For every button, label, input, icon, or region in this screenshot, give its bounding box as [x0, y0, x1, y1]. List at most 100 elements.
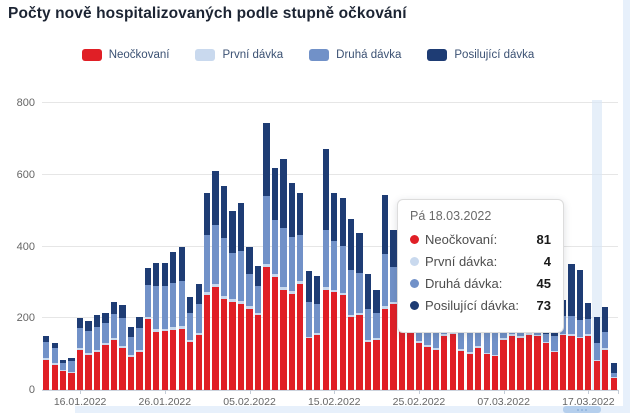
stacked-bar-16.01.2022[interactable]	[76, 318, 84, 390]
bar-segment	[263, 195, 270, 264]
stacked-bar-31.01.2022[interactable]	[204, 193, 211, 390]
bar-segment	[364, 273, 372, 310]
bar-segment	[356, 315, 363, 390]
bar-segment	[110, 338, 118, 340]
stacked-bar-15.03.2022[interactable]	[568, 264, 575, 390]
stacked-bar-13.02.2022[interactable]	[314, 275, 321, 390]
stacked-bar-30.01.2022[interactable]	[195, 283, 202, 390]
stacked-bar-22.01.2022[interactable]	[127, 326, 135, 390]
x-axis-tick-label: 07.03.2022	[477, 396, 530, 408]
stacked-bar-16.02.2022[interactable]	[339, 197, 346, 390]
bar-segment	[390, 301, 397, 304]
stacked-bar-11.02.2022[interactable]	[297, 192, 304, 390]
stacked-bar-18.02.2022[interactable]	[356, 232, 363, 390]
stacked-bar-12.03.2022[interactable]	[542, 328, 550, 390]
legend-item-neockovani[interactable]: Neočkovaní	[81, 49, 169, 61]
bar-segment	[568, 316, 575, 335]
bar-segment	[76, 348, 84, 350]
stacked-bar-03.02.2022[interactable]	[229, 210, 236, 390]
bar-segment	[348, 219, 355, 270]
stacked-bar-15.02.2022[interactable]	[331, 192, 338, 390]
bar-segment	[153, 331, 160, 390]
bar-segment	[280, 227, 287, 287]
legend-label: Druhá dávka	[336, 49, 402, 61]
stacked-bar-16.03.2022[interactable]	[576, 269, 584, 390]
stacked-bar-27.01.2022[interactable]	[170, 252, 177, 390]
stacked-bar-10.02.2022[interactable]	[288, 183, 296, 390]
tooltip-row-label: Posilující dávka:	[425, 297, 519, 313]
stacked-bar-12.01.2022[interactable]	[43, 336, 50, 390]
vertical-scrollbar[interactable]	[623, 0, 630, 413]
legend-item-druha-davka[interactable]: Druhá dávka	[309, 49, 401, 61]
stacked-bar-26.01.2022[interactable]	[161, 262, 168, 390]
stacked-bar-17.03.2022[interactable]	[585, 303, 592, 390]
stacked-bar-19.03.2022[interactable]	[602, 306, 609, 390]
bar-segment	[475, 348, 482, 390]
stacked-bar-05.02.2022[interactable]	[246, 247, 253, 390]
stacked-bar-17.01.2022[interactable]	[85, 321, 92, 390]
bar-segment	[381, 194, 389, 255]
stacked-bar-20.01.2022[interactable]	[110, 301, 118, 390]
stacked-bar-18.01.2022[interactable]	[93, 315, 101, 390]
bar-segment	[127, 356, 135, 390]
y-axis-tick-label: 400	[16, 240, 35, 253]
stacked-bar-14.02.2022[interactable]	[322, 148, 329, 390]
gridline-y-200	[42, 317, 618, 319]
legend-item-posilujici-davka[interactable]: Posilující dávka	[427, 49, 534, 61]
bar-segment	[271, 167, 279, 221]
stacked-bar-20.03.2022[interactable]	[610, 363, 617, 390]
stacked-bar-22.02.2022[interactable]	[390, 230, 397, 390]
stacked-bar-06.02.2022[interactable]	[254, 265, 262, 390]
stacked-bar-25.01.2022[interactable]	[153, 263, 160, 390]
legend-item-prvni-davka[interactable]: První dávka	[195, 49, 283, 61]
bar-segment	[43, 341, 50, 359]
tooltip-row-druha-davka: Druhá dávka: 45	[410, 272, 551, 294]
tooltip-row-posilujici-davka: Posilující dávka: 73	[410, 294, 551, 316]
red-dot-icon	[410, 234, 419, 244]
stacked-bar-29.01.2022[interactable]	[187, 296, 194, 390]
stacked-bar-13.01.2022[interactable]	[51, 343, 58, 390]
bar-segment	[415, 343, 423, 390]
stacked-bar-21.02.2022[interactable]	[381, 194, 389, 390]
stacked-bar-04.02.2022[interactable]	[237, 202, 245, 390]
bar-segment	[68, 372, 75, 374]
stacked-bar-09.02.2022[interactable]	[280, 158, 287, 390]
stacked-bar-07.02.2022[interactable]	[263, 122, 270, 390]
stacked-bar-13.03.2022[interactable]	[551, 325, 558, 390]
horizontal-scrollbar-thumb[interactable]	[563, 406, 601, 413]
bar-segment	[593, 317, 600, 344]
stacked-bar-18.03.2022[interactable]	[593, 317, 600, 390]
stacked-bar-19.01.2022[interactable]	[102, 313, 109, 390]
bar-segment	[585, 334, 592, 336]
gridline-y-0	[42, 389, 618, 390]
stacked-bar-02.02.2022[interactable]	[220, 185, 228, 390]
bar-segment	[500, 339, 507, 390]
stacked-bar-19.02.2022[interactable]	[364, 273, 372, 390]
legend-swatch-lightblue-icon	[195, 49, 216, 61]
horizontal-scrollbar[interactable]	[75, 406, 630, 413]
bar-segment	[246, 247, 253, 275]
bar-segment	[254, 265, 262, 287]
stacked-bar-12.02.2022[interactable]	[305, 270, 312, 390]
stacked-bar-28.01.2022[interactable]	[178, 247, 185, 390]
bar-segment	[144, 319, 152, 390]
bar-segment	[93, 315, 101, 327]
bar-segment	[297, 192, 304, 235]
stacked-bar-15.01.2022[interactable]	[68, 358, 75, 390]
bar-segment	[288, 237, 296, 291]
stacked-bar-14.01.2022[interactable]	[60, 359, 67, 390]
stacked-bar-23.01.2022[interactable]	[136, 316, 143, 390]
stacked-bar-20.02.2022[interactable]	[373, 290, 380, 390]
stacked-bar-17.02.2022[interactable]	[348, 219, 355, 390]
stacked-bar-24.01.2022[interactable]	[144, 268, 152, 390]
stacked-bar-01.02.2022[interactable]	[212, 171, 219, 390]
stacked-bar-21.01.2022[interactable]	[119, 305, 126, 390]
bar-segment	[60, 371, 67, 390]
bar-segment	[237, 202, 245, 251]
stacked-bar-08.02.2022[interactable]	[271, 167, 279, 390]
bar-segment	[254, 315, 262, 390]
bar-segment	[424, 346, 431, 390]
bar-segment	[187, 312, 194, 340]
lightblue-dot-icon	[410, 256, 419, 266]
bar-segment	[204, 294, 211, 390]
